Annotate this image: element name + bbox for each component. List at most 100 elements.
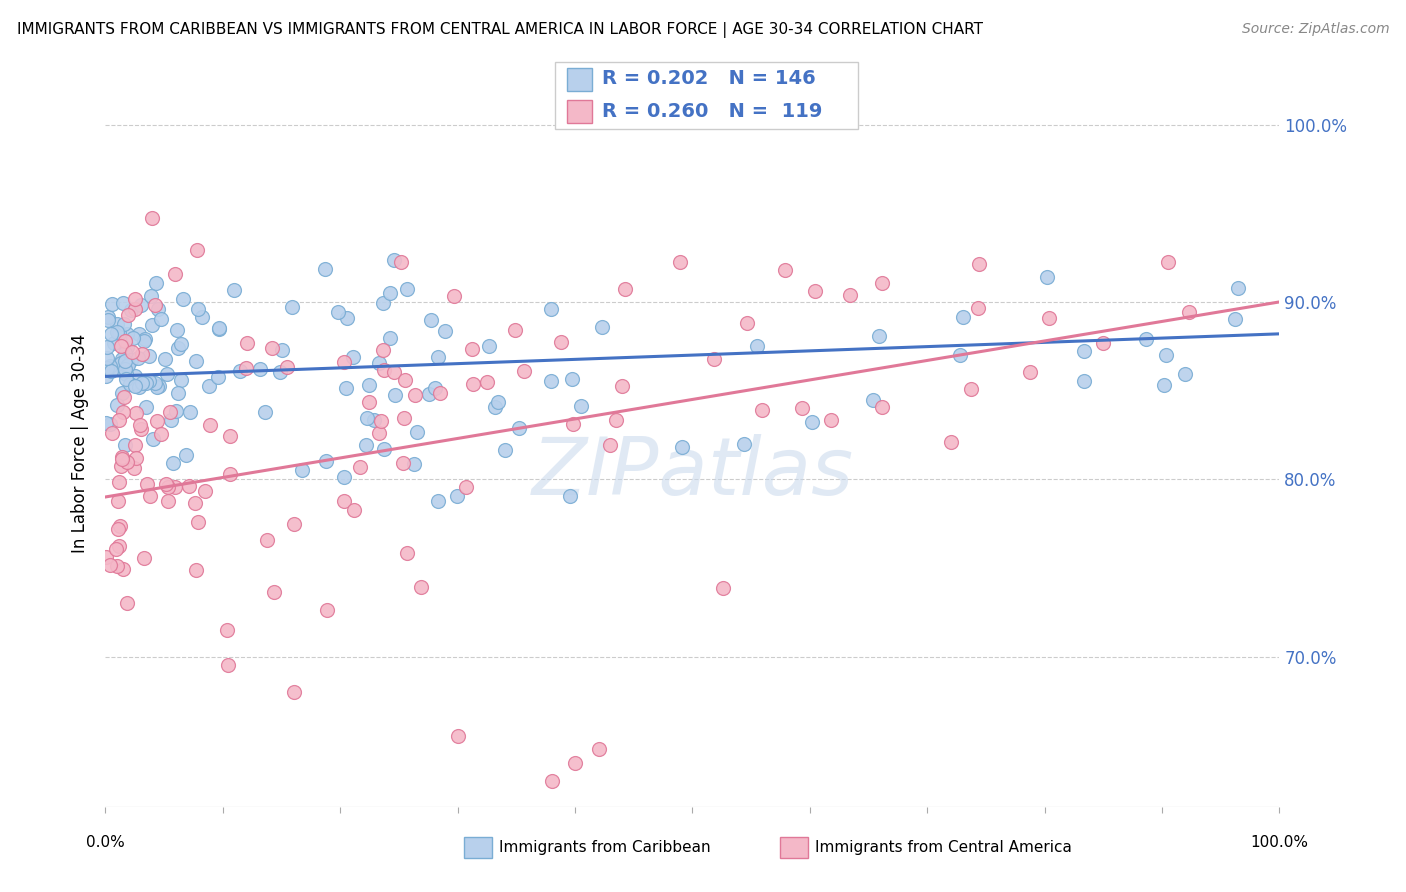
Point xyxy=(110,356,132,370)
Point xyxy=(145,414,167,428)
Point xyxy=(262,341,284,355)
Text: Immigrants from Caribbean: Immigrants from Caribbean xyxy=(499,840,711,855)
Point xyxy=(96,340,118,354)
Point xyxy=(838,288,860,302)
Point xyxy=(820,413,842,427)
Point xyxy=(562,417,585,431)
Point xyxy=(447,729,470,743)
Text: 100.0%: 100.0% xyxy=(1250,836,1309,850)
Point xyxy=(111,386,134,401)
Point xyxy=(103,335,125,350)
Point xyxy=(124,438,146,452)
Point xyxy=(143,376,166,391)
Point xyxy=(208,321,231,335)
Point xyxy=(115,455,138,469)
Point xyxy=(172,292,194,306)
Point xyxy=(382,252,405,267)
Point xyxy=(124,461,146,475)
Point xyxy=(100,363,122,377)
Point xyxy=(349,460,371,475)
Point xyxy=(1073,375,1095,389)
Point xyxy=(335,381,357,395)
Point xyxy=(187,516,209,530)
Point xyxy=(333,494,356,508)
Point xyxy=(155,476,177,491)
Point xyxy=(167,341,190,355)
Point xyxy=(389,255,412,269)
Point xyxy=(117,308,139,322)
Point xyxy=(357,395,380,409)
Point xyxy=(392,456,415,470)
Point xyxy=(1019,365,1042,379)
Point xyxy=(111,352,134,367)
Point xyxy=(425,381,447,395)
Point xyxy=(256,533,278,547)
Point xyxy=(153,351,176,366)
Point xyxy=(96,363,118,377)
Text: IMMIGRANTS FROM CARIBBEAN VS IMMIGRANTS FROM CENTRAL AMERICA IN LABOR FORCE | AG: IMMIGRANTS FROM CARIBBEAN VS IMMIGRANTS … xyxy=(17,22,983,38)
Point xyxy=(96,360,118,375)
Point xyxy=(461,342,484,356)
Point xyxy=(613,282,636,296)
Y-axis label: In Labor Force | Age 30-34: In Labor Force | Age 30-34 xyxy=(72,334,90,553)
Point xyxy=(128,327,150,342)
Point xyxy=(872,400,894,414)
Point xyxy=(939,435,962,450)
Point xyxy=(433,325,456,339)
Point xyxy=(110,519,132,533)
Point xyxy=(271,343,294,357)
Point xyxy=(733,437,755,451)
Point xyxy=(129,422,152,436)
Point xyxy=(599,438,621,452)
Point xyxy=(112,390,135,404)
Point xyxy=(200,417,222,432)
Point xyxy=(1223,311,1246,326)
Point xyxy=(1091,336,1114,351)
Point xyxy=(134,332,156,346)
Point xyxy=(505,323,527,337)
Point xyxy=(367,425,389,440)
Point xyxy=(96,351,118,365)
Point xyxy=(868,329,890,343)
Point xyxy=(508,421,530,435)
Point xyxy=(336,310,359,325)
Point xyxy=(478,339,501,353)
Point xyxy=(713,582,735,596)
Point xyxy=(107,475,129,489)
Point xyxy=(128,379,150,393)
Point xyxy=(443,289,465,303)
Point xyxy=(540,302,562,317)
Point xyxy=(118,376,141,391)
Point xyxy=(229,363,252,377)
Point xyxy=(124,450,146,465)
Point xyxy=(129,417,152,432)
Point xyxy=(217,658,239,673)
Point xyxy=(342,350,364,364)
Point xyxy=(135,400,157,414)
Point xyxy=(141,318,163,333)
Point xyxy=(870,276,893,290)
Point xyxy=(368,356,391,370)
Point xyxy=(170,336,193,351)
Point xyxy=(115,359,138,373)
Point xyxy=(218,429,240,443)
Point xyxy=(135,376,157,391)
Point xyxy=(1154,348,1177,362)
Point xyxy=(148,379,170,393)
Point xyxy=(333,355,356,369)
Point xyxy=(170,373,193,387)
Point xyxy=(115,372,138,386)
Point xyxy=(124,292,146,306)
Point xyxy=(125,406,148,420)
Point xyxy=(121,345,143,359)
Point xyxy=(207,370,229,384)
Point xyxy=(952,310,974,324)
Point xyxy=(131,347,153,361)
Point xyxy=(486,395,509,409)
Point xyxy=(235,360,257,375)
Point xyxy=(97,310,120,325)
Point xyxy=(114,367,136,381)
Point xyxy=(120,352,142,367)
Point xyxy=(610,379,633,393)
Point xyxy=(316,603,339,617)
